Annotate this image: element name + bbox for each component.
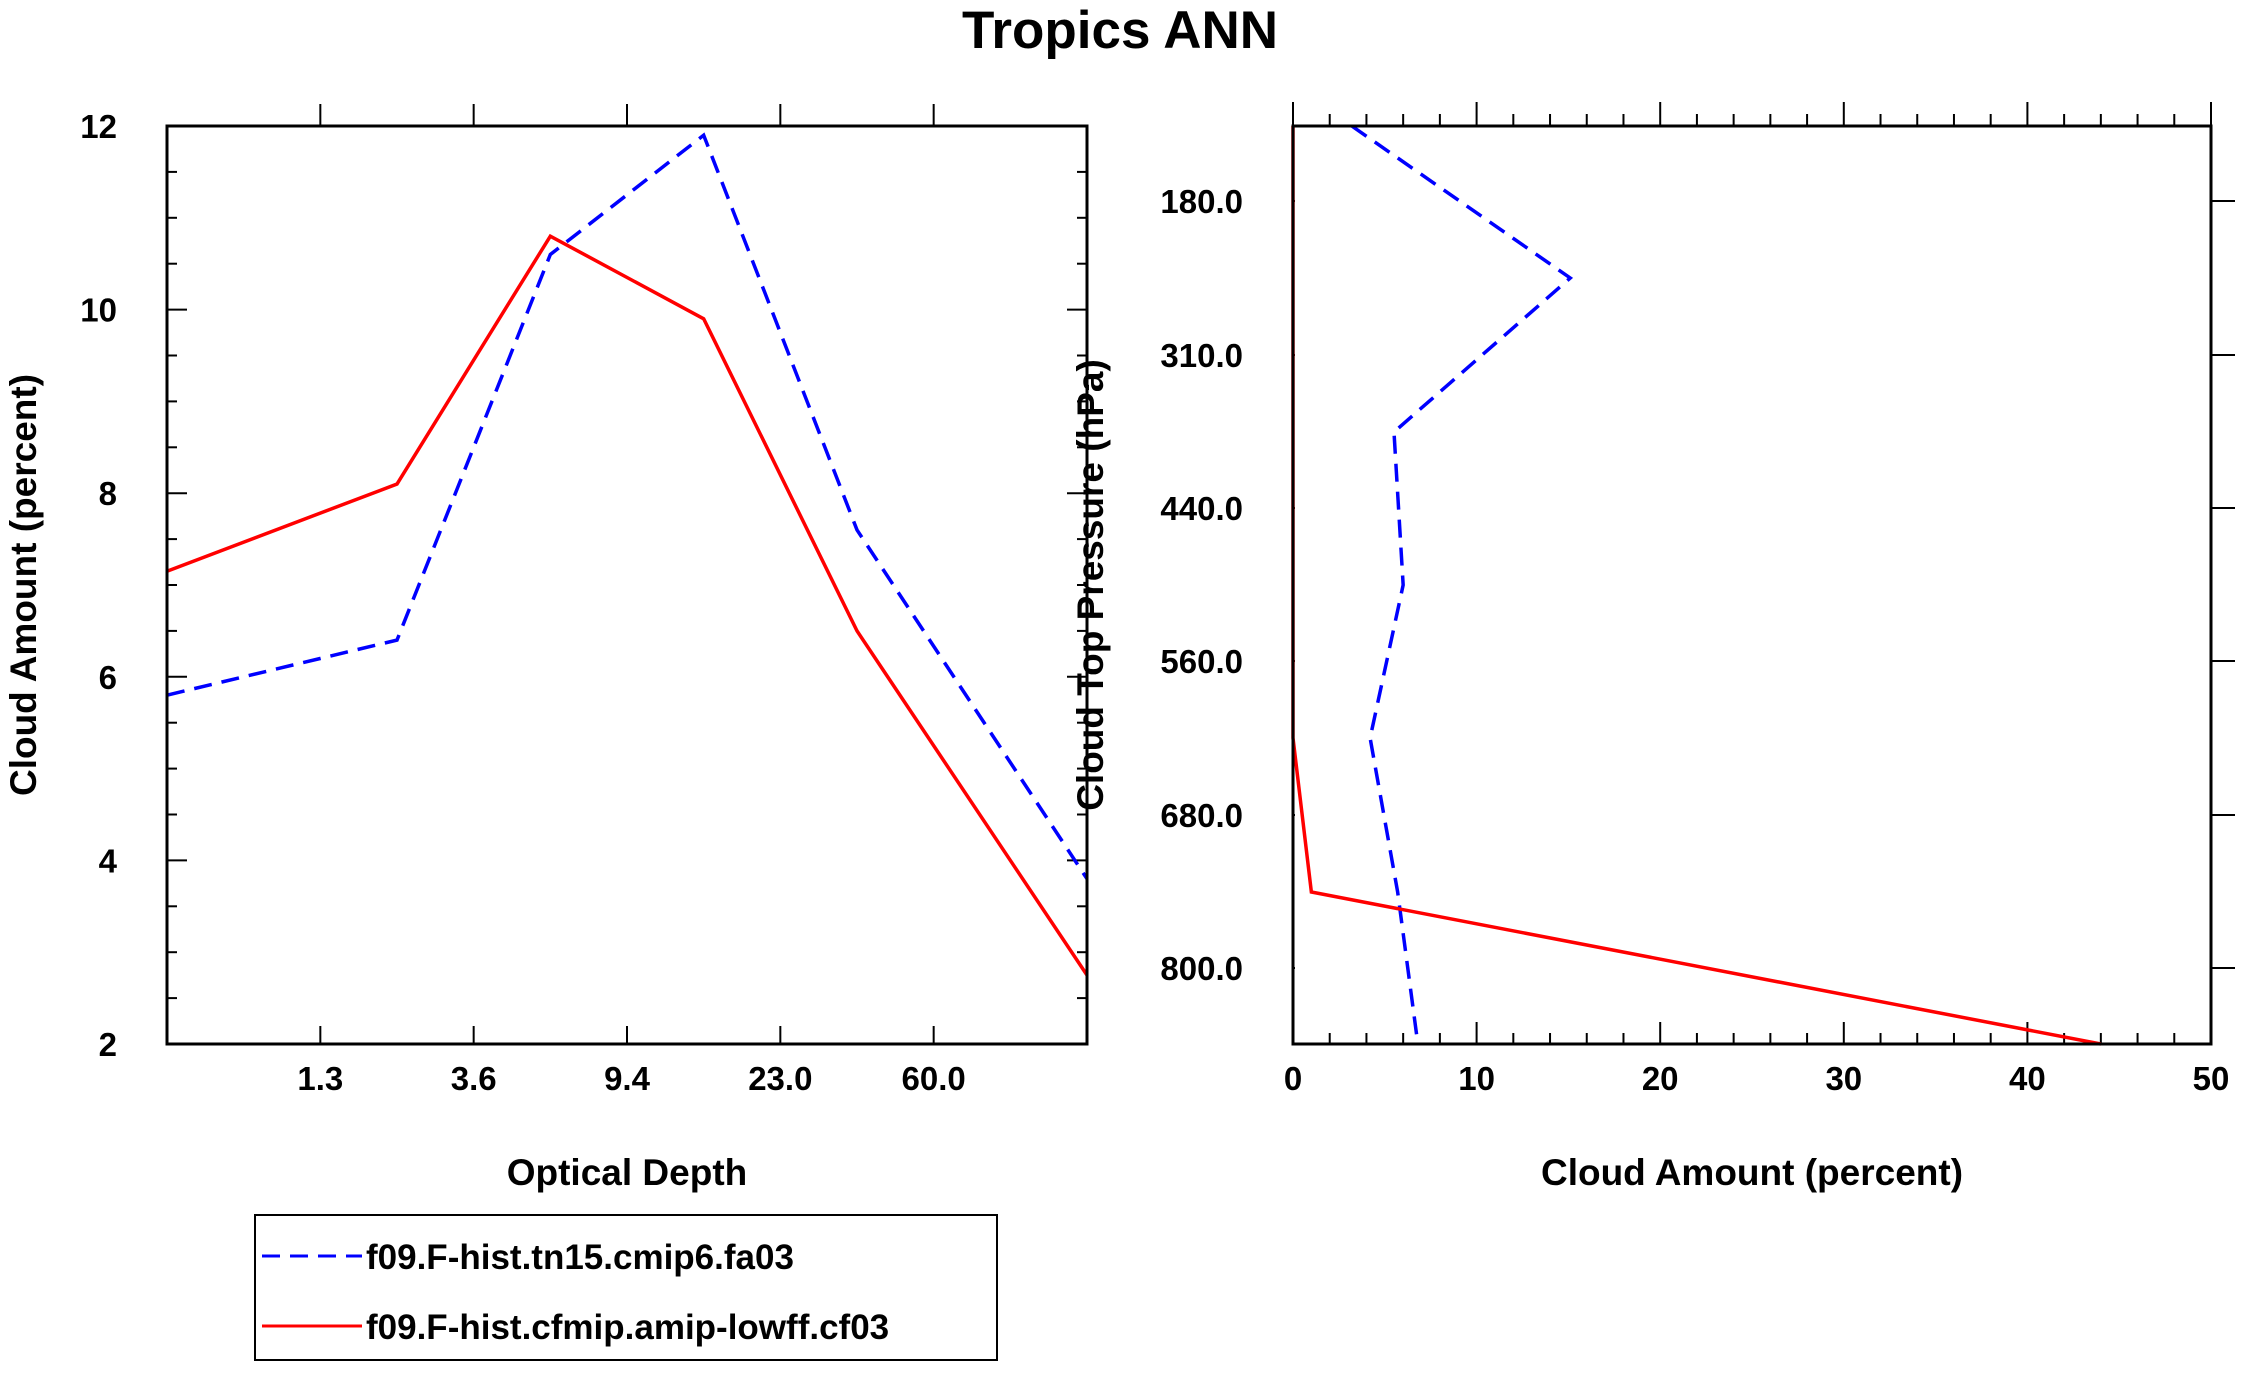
left-series [166, 132, 1089, 977]
left-x-tick-label: 9.4 [604, 1060, 651, 1097]
legend: f09.F-hist.tn15.cmip6.fa03 f09.F-hist.cf… [254, 1214, 998, 1361]
right-series-line-0 [1350, 124, 1574, 1045]
left-x-tick-label: 3.6 [451, 1060, 497, 1097]
left-ticks: 2 4 6 8 10 12 1.3 3.6 9.4 23.0 60.0 [80, 104, 1087, 1097]
right-y-tick-label: 440.0 [1160, 490, 1243, 527]
left-y-axis-title: Cloud Amount (percent) [3, 374, 44, 796]
right-y-tick-label: 800.0 [1160, 950, 1243, 987]
right-y-tick-label: 310.0 [1160, 337, 1243, 374]
right-y-tick-label: 180.0 [1160, 183, 1243, 220]
right-x-tick-label: 0 [1284, 1060, 1302, 1097]
left-y-tick-label: 8 [99, 475, 117, 512]
left-y-tick-label: 2 [99, 1026, 117, 1063]
cloud-top-pressure-panel: 0 10 20 30 40 50 180.0 310.0 440.0 560.0 680.0 800.… [1070, 102, 2235, 1193]
left-x-tick-label: 1.3 [297, 1060, 343, 1097]
right-x-axis-title: Cloud Amount (percent) [1541, 1152, 1963, 1193]
left-y-tick-label: 4 [99, 842, 118, 879]
left-y-tick-label: 12 [80, 108, 117, 145]
left-series-line-1 [166, 233, 1089, 977]
left-plot-frame [165, 124, 1089, 1046]
right-x-tick-label: 20 [1642, 1060, 1679, 1097]
right-x-tick-label: 40 [2009, 1060, 2046, 1097]
left-x-tick-label: 60.0 [902, 1060, 966, 1097]
chart-title: Tropics ANN [962, 1, 1278, 60]
legend-box [254, 1214, 998, 1361]
left-x-axis-title: Optical Depth [507, 1152, 748, 1193]
left-y-tick-label: 10 [80, 292, 117, 329]
right-ticks: 0 10 20 30 40 50 180.0 310.0 440.0 560.0 680.0 800.… [1160, 102, 2235, 1097]
right-x-tick-label: 10 [1458, 1060, 1495, 1097]
legend-label-cfmip: f09.F-hist.cfmip.amip-lowff.cf03 [366, 1308, 889, 1347]
right-series [1291, 124, 2102, 1046]
left-y-tick-label: 6 [99, 659, 117, 696]
right-x-tick-label: 30 [1825, 1060, 1862, 1097]
right-plot-frame [1291, 124, 2213, 1046]
right-y-tick-label: 560.0 [1160, 643, 1243, 680]
right-y-tick-label: 680.0 [1160, 797, 1243, 834]
left-series-line-0 [166, 132, 1089, 880]
right-series-line-1 [1291, 126, 2102, 1046]
left-x-tick-label: 23.0 [748, 1060, 812, 1097]
right-x-tick-label: 50 [2193, 1060, 2230, 1097]
legend-label-cmip6: f09.F-hist.tn15.cmip6.fa03 [366, 1238, 794, 1277]
right-y-axis-title: Cloud Top Pressure (hPa) [1070, 359, 1111, 811]
